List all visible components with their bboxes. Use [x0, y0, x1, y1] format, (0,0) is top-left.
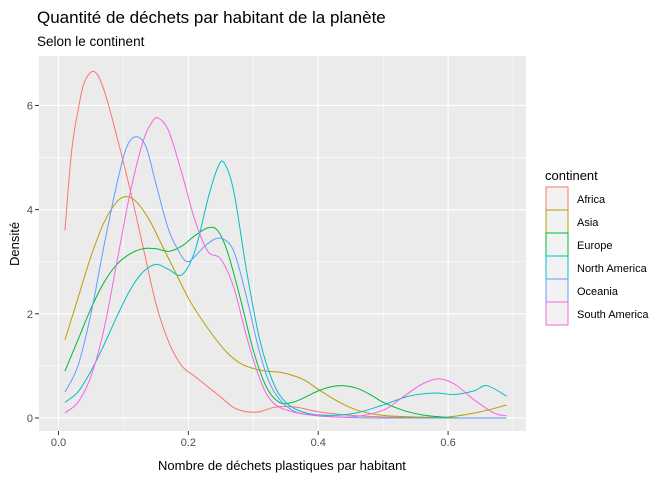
- x-tick-label: 0.6: [440, 437, 455, 449]
- legend-label-europe: Europe: [577, 240, 612, 252]
- legend-key-asia: [545, 209, 569, 234]
- density-line-north-america: [64, 160, 507, 416]
- legend-label-north-america: North America: [577, 263, 648, 275]
- chart-title: Quantité de déchets par habitant de la p…: [37, 8, 386, 27]
- legend-label-africa: Africa: [577, 194, 606, 206]
- legend-label-oceania: Oceania: [577, 286, 619, 298]
- legend-key-oceania: [545, 278, 569, 303]
- y-axis-ticks: 0 2 4 6: [27, 100, 39, 425]
- legend-title: continent: [545, 168, 598, 183]
- y-tick-label: 2: [27, 309, 33, 321]
- legend-key-north-america: [545, 255, 569, 280]
- legend-key-africa: [545, 186, 569, 211]
- x-tick-label: 0.0: [51, 437, 66, 449]
- plot-panel: [39, 56, 526, 431]
- density-line-asia: [64, 196, 507, 418]
- density-line-africa: [64, 70, 507, 419]
- y-tick-label: 6: [27, 100, 33, 112]
- legend-key-europe: [545, 232, 569, 257]
- major-gridlines: [39, 56, 526, 431]
- legend-items: Africa Asia Europe North America Oceania Sout…: [545, 186, 649, 326]
- x-tick-label: 0.2: [181, 437, 196, 449]
- y-axis-label: Densité: [7, 222, 22, 266]
- x-axis-ticks: 0.0 0.2 0.4 0.6: [51, 431, 456, 449]
- legend-label-asia: Asia: [577, 217, 599, 229]
- y-tick-label: 4: [27, 205, 33, 217]
- density-line-south-america: [64, 117, 507, 418]
- density-line-europe: [64, 226, 507, 419]
- density-line-oceania: [64, 136, 507, 419]
- y-tick-label: 0: [27, 413, 33, 425]
- x-axis-label: Nombre de déchets plastiques par habitan…: [158, 458, 406, 473]
- x-tick-label: 0.4: [311, 437, 326, 449]
- density-curves: [64, 70, 507, 419]
- legend-label-south-america: South America: [577, 309, 649, 321]
- legend-key-south-america: [545, 301, 569, 326]
- chart-subtitle: Selon le continent: [37, 34, 145, 49]
- legend: continent Africa Asia Europe North America O…: [545, 168, 649, 326]
